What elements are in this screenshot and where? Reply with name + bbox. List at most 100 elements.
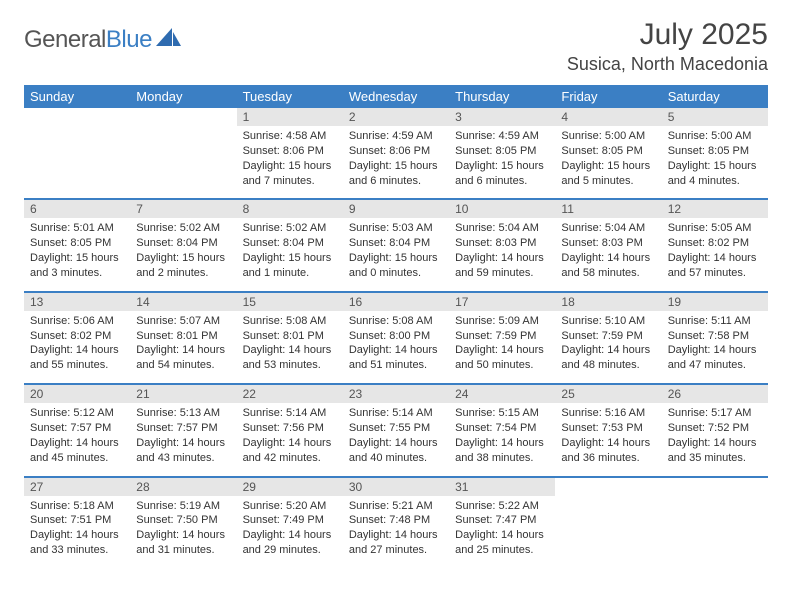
day-number: 2 (343, 108, 449, 126)
day-cell: 2Sunrise: 4:59 AMSunset: 8:06 PMDaylight… (343, 108, 449, 199)
day-cell: 21Sunrise: 5:13 AMSunset: 7:57 PMDayligh… (130, 385, 236, 476)
day-number: 19 (662, 293, 768, 311)
week-row: 6Sunrise: 5:01 AMSunset: 8:05 PMDaylight… (24, 200, 768, 291)
logo-text-blue: Blue (106, 26, 152, 53)
month-title: July 2025 (567, 18, 768, 52)
day-details: Sunrise: 5:14 AMSunset: 7:56 PMDaylight:… (237, 403, 343, 465)
day-number: 29 (237, 478, 343, 496)
day-header: Friday (555, 85, 661, 108)
day-details: Sunrise: 4:59 AMSunset: 8:05 PMDaylight:… (449, 126, 555, 188)
day-cell: 18Sunrise: 5:10 AMSunset: 7:59 PMDayligh… (555, 293, 661, 384)
title-block: July 2025 Susica, North Macedonia (567, 18, 768, 75)
day-details: Sunrise: 5:00 AMSunset: 8:05 PMDaylight:… (555, 126, 661, 188)
day-number: 16 (343, 293, 449, 311)
day-cell: 30Sunrise: 5:21 AMSunset: 7:48 PMDayligh… (343, 478, 449, 568)
day-cell: 22Sunrise: 5:14 AMSunset: 7:56 PMDayligh… (237, 385, 343, 476)
day-details: Sunrise: 5:02 AMSunset: 8:04 PMDaylight:… (237, 218, 343, 280)
logo: GeneralBlue (24, 18, 182, 54)
day-number: 14 (130, 293, 236, 311)
day-details: Sunrise: 5:06 AMSunset: 8:02 PMDaylight:… (24, 311, 130, 373)
day-details: Sunrise: 5:03 AMSunset: 8:04 PMDaylight:… (343, 218, 449, 280)
day-cell: 28Sunrise: 5:19 AMSunset: 7:50 PMDayligh… (130, 478, 236, 568)
logo-text-gray: General (24, 26, 106, 53)
day-details: Sunrise: 5:15 AMSunset: 7:54 PMDaylight:… (449, 403, 555, 465)
day-header: Tuesday (237, 85, 343, 108)
calendar-body: 1Sunrise: 4:58 AMSunset: 8:06 PMDaylight… (24, 108, 768, 568)
day-header: Monday (130, 85, 236, 108)
week-row: 1Sunrise: 4:58 AMSunset: 8:06 PMDaylight… (24, 108, 768, 199)
day-cell: 14Sunrise: 5:07 AMSunset: 8:01 PMDayligh… (130, 293, 236, 384)
day-cell (24, 108, 130, 199)
logo-text: GeneralBlue (24, 26, 152, 54)
day-cell: 15Sunrise: 5:08 AMSunset: 8:01 PMDayligh… (237, 293, 343, 384)
day-cell: 3Sunrise: 4:59 AMSunset: 8:05 PMDaylight… (449, 108, 555, 199)
day-number: 8 (237, 200, 343, 218)
day-cell: 25Sunrise: 5:16 AMSunset: 7:53 PMDayligh… (555, 385, 661, 476)
day-number: 12 (662, 200, 768, 218)
day-number: 15 (237, 293, 343, 311)
day-details: Sunrise: 5:20 AMSunset: 7:49 PMDaylight:… (237, 496, 343, 558)
day-details: Sunrise: 5:07 AMSunset: 8:01 PMDaylight:… (130, 311, 236, 373)
day-number: 21 (130, 385, 236, 403)
day-header: Thursday (449, 85, 555, 108)
day-cell: 9Sunrise: 5:03 AMSunset: 8:04 PMDaylight… (343, 200, 449, 291)
day-cell: 4Sunrise: 5:00 AMSunset: 8:05 PMDaylight… (555, 108, 661, 199)
day-number: 13 (24, 293, 130, 311)
day-cell: 16Sunrise: 5:08 AMSunset: 8:00 PMDayligh… (343, 293, 449, 384)
day-number: 23 (343, 385, 449, 403)
day-cell: 27Sunrise: 5:18 AMSunset: 7:51 PMDayligh… (24, 478, 130, 568)
day-number: 3 (449, 108, 555, 126)
day-number: 5 (662, 108, 768, 126)
week-row: 20Sunrise: 5:12 AMSunset: 7:57 PMDayligh… (24, 385, 768, 476)
day-details: Sunrise: 5:10 AMSunset: 7:59 PMDaylight:… (555, 311, 661, 373)
day-number: 22 (237, 385, 343, 403)
day-details: Sunrise: 5:02 AMSunset: 8:04 PMDaylight:… (130, 218, 236, 280)
day-number: 10 (449, 200, 555, 218)
day-number: 26 (662, 385, 768, 403)
day-details: Sunrise: 5:11 AMSunset: 7:58 PMDaylight:… (662, 311, 768, 373)
day-details: Sunrise: 5:08 AMSunset: 8:00 PMDaylight:… (343, 311, 449, 373)
day-number: 7 (130, 200, 236, 218)
day-details: Sunrise: 5:12 AMSunset: 7:57 PMDaylight:… (24, 403, 130, 465)
day-details: Sunrise: 5:14 AMSunset: 7:55 PMDaylight:… (343, 403, 449, 465)
day-cell: 12Sunrise: 5:05 AMSunset: 8:02 PMDayligh… (662, 200, 768, 291)
sail-icon (156, 28, 182, 53)
day-details: Sunrise: 5:04 AMSunset: 8:03 PMDaylight:… (555, 218, 661, 280)
day-details: Sunrise: 5:04 AMSunset: 8:03 PMDaylight:… (449, 218, 555, 280)
day-details: Sunrise: 5:19 AMSunset: 7:50 PMDaylight:… (130, 496, 236, 558)
day-cell: 6Sunrise: 5:01 AMSunset: 8:05 PMDaylight… (24, 200, 130, 291)
day-details: Sunrise: 5:13 AMSunset: 7:57 PMDaylight:… (130, 403, 236, 465)
day-number: 17 (449, 293, 555, 311)
day-cell: 10Sunrise: 5:04 AMSunset: 8:03 PMDayligh… (449, 200, 555, 291)
day-cell (555, 478, 661, 568)
day-number: 27 (24, 478, 130, 496)
day-cell: 13Sunrise: 5:06 AMSunset: 8:02 PMDayligh… (24, 293, 130, 384)
day-header-row: SundayMondayTuesdayWednesdayThursdayFrid… (24, 85, 768, 108)
day-details: Sunrise: 5:17 AMSunset: 7:52 PMDaylight:… (662, 403, 768, 465)
day-cell (662, 478, 768, 568)
day-cell (130, 108, 236, 199)
day-details: Sunrise: 5:05 AMSunset: 8:02 PMDaylight:… (662, 218, 768, 280)
day-cell: 17Sunrise: 5:09 AMSunset: 7:59 PMDayligh… (449, 293, 555, 384)
day-header: Saturday (662, 85, 768, 108)
day-number: 18 (555, 293, 661, 311)
day-cell: 5Sunrise: 5:00 AMSunset: 8:05 PMDaylight… (662, 108, 768, 199)
day-details: Sunrise: 5:08 AMSunset: 8:01 PMDaylight:… (237, 311, 343, 373)
header: GeneralBlue July 2025 Susica, North Mace… (24, 18, 768, 75)
day-details: Sunrise: 5:21 AMSunset: 7:48 PMDaylight:… (343, 496, 449, 558)
day-number: 25 (555, 385, 661, 403)
day-cell: 19Sunrise: 5:11 AMSunset: 7:58 PMDayligh… (662, 293, 768, 384)
day-details: Sunrise: 5:18 AMSunset: 7:51 PMDaylight:… (24, 496, 130, 558)
day-details: Sunrise: 5:09 AMSunset: 7:59 PMDaylight:… (449, 311, 555, 373)
day-cell: 11Sunrise: 5:04 AMSunset: 8:03 PMDayligh… (555, 200, 661, 291)
day-details: Sunrise: 4:59 AMSunset: 8:06 PMDaylight:… (343, 126, 449, 188)
day-number: 11 (555, 200, 661, 218)
day-cell: 24Sunrise: 5:15 AMSunset: 7:54 PMDayligh… (449, 385, 555, 476)
day-header: Sunday (24, 85, 130, 108)
day-cell: 8Sunrise: 5:02 AMSunset: 8:04 PMDaylight… (237, 200, 343, 291)
day-cell: 23Sunrise: 5:14 AMSunset: 7:55 PMDayligh… (343, 385, 449, 476)
day-number: 4 (555, 108, 661, 126)
week-row: 27Sunrise: 5:18 AMSunset: 7:51 PMDayligh… (24, 478, 768, 568)
day-cell: 1Sunrise: 4:58 AMSunset: 8:06 PMDaylight… (237, 108, 343, 199)
day-number: 30 (343, 478, 449, 496)
